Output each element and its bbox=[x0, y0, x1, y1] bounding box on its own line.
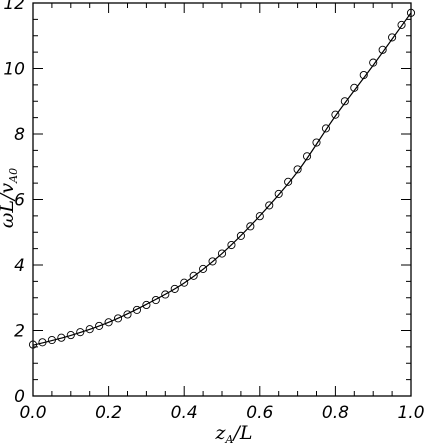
data-point bbox=[265, 201, 274, 210]
data-point bbox=[142, 300, 151, 310]
data-point bbox=[57, 333, 66, 342]
data-point bbox=[369, 58, 378, 67]
data-point bbox=[114, 314, 123, 323]
data-point bbox=[170, 284, 179, 293]
y-axis-label-sub: A0 bbox=[7, 168, 20, 184]
data-point bbox=[388, 33, 397, 42]
data-point bbox=[199, 264, 208, 273]
data-point bbox=[151, 295, 160, 305]
tick-labels: 0.0 0.2 0.4 0.6 0.8 1.0 0 2 4 6 8 10 12 bbox=[3, 0, 424, 423]
data-point bbox=[331, 110, 340, 119]
data-point bbox=[208, 257, 217, 266]
axis-ticks bbox=[32, 2, 412, 397]
x-tick-label: 0.0 bbox=[19, 403, 46, 423]
y-tick-label: 0 bbox=[14, 387, 25, 407]
data-point bbox=[104, 318, 113, 327]
data-point bbox=[85, 325, 94, 334]
y-tick-label: 8 bbox=[14, 125, 25, 145]
y-tick-label: 4 bbox=[14, 256, 25, 276]
x-axis-label-main: z bbox=[215, 422, 227, 443]
data-point bbox=[350, 83, 359, 92]
data-point bbox=[284, 177, 293, 186]
data-point bbox=[293, 165, 302, 174]
data-point bbox=[47, 335, 56, 345]
x-axis-label-rest: /L bbox=[231, 422, 252, 443]
data-point bbox=[406, 8, 416, 17]
x-tick-label: 0.4 bbox=[171, 403, 198, 423]
data-point bbox=[321, 124, 331, 133]
data-point bbox=[340, 97, 349, 106]
x-tick-label: 1.0 bbox=[397, 403, 424, 423]
x-tick-label: 0.6 bbox=[246, 403, 273, 423]
data-point bbox=[28, 340, 38, 349]
data-point bbox=[161, 290, 170, 299]
y-axis-label: ωL/vA0 bbox=[0, 168, 20, 228]
data-point bbox=[123, 310, 132, 319]
y-tick-label: 10 bbox=[3, 60, 25, 80]
x-tick-label: 0.8 bbox=[322, 403, 349, 423]
data-point bbox=[227, 240, 236, 250]
data-point bbox=[255, 212, 264, 221]
y-tick-label: 2 bbox=[14, 322, 25, 342]
data-point bbox=[76, 328, 85, 337]
data-point bbox=[217, 249, 227, 258]
data-point bbox=[236, 231, 245, 240]
x-axis-label: zA/L bbox=[215, 422, 253, 443]
data-point bbox=[302, 152, 312, 161]
data-point bbox=[38, 338, 47, 347]
data-point bbox=[397, 20, 406, 29]
series-markers bbox=[28, 8, 416, 349]
data-point bbox=[378, 45, 387, 54]
data-point bbox=[189, 271, 198, 280]
series-line bbox=[32, 12, 412, 346]
data-point bbox=[312, 138, 321, 147]
data-point bbox=[132, 305, 141, 314]
y-tick-label: 12 bbox=[3, 0, 25, 14]
y-axis-label-main: ωL/v bbox=[0, 183, 18, 229]
data-point bbox=[359, 71, 368, 80]
data-point bbox=[66, 331, 75, 340]
data-point bbox=[246, 222, 255, 231]
data-point bbox=[95, 321, 104, 330]
x-tick-label: 0.2 bbox=[95, 403, 122, 423]
data-point bbox=[274, 189, 283, 198]
y-tick-label: 6 bbox=[14, 191, 25, 211]
plot-frame bbox=[32, 2, 412, 397]
x-axis-label-sub: A bbox=[225, 433, 234, 443]
data-point bbox=[180, 278, 189, 287]
